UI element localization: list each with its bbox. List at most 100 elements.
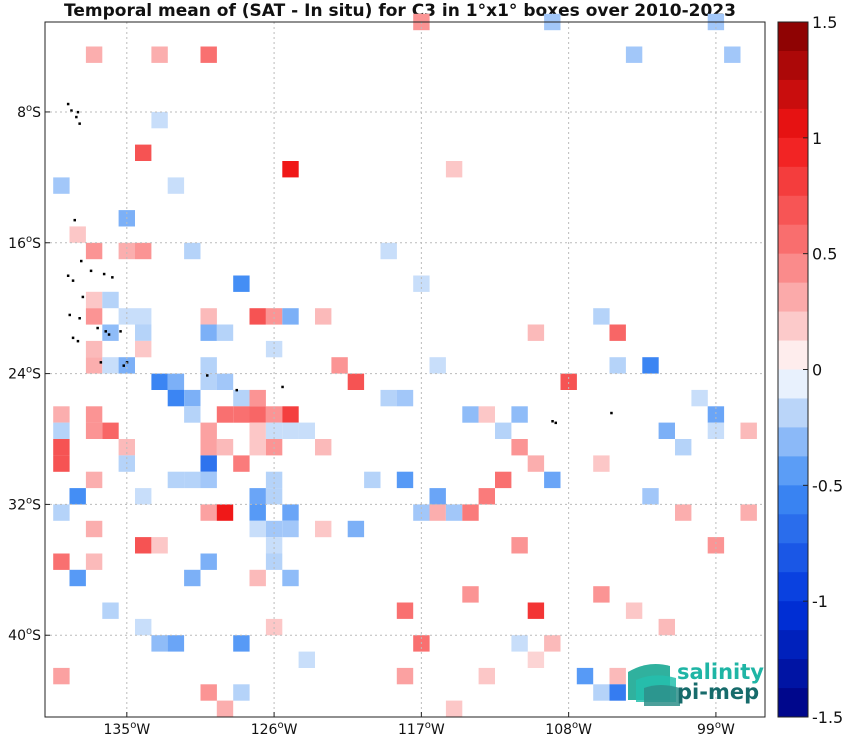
colorbar-segment	[778, 427, 808, 457]
heatmap-cell	[184, 389, 201, 407]
colorbar-tick-label: 1.5	[812, 13, 837, 32]
heatmap-cell	[135, 340, 152, 358]
colorbar-tick-label: -1	[812, 592, 828, 611]
island-mark	[78, 317, 81, 320]
heatmap-cell	[396, 471, 414, 489]
heatmap-cell	[609, 684, 626, 701]
heatmap-cell	[200, 422, 217, 439]
heatmap-cell	[118, 357, 135, 374]
heatmap-cell	[85, 406, 103, 423]
colorbar-segment	[778, 572, 808, 602]
island-mark	[107, 333, 111, 336]
heatmap-cell	[707, 537, 725, 554]
colorbar-tick-label: 0.5	[812, 245, 837, 264]
island-mark	[119, 330, 122, 333]
heatmap-cell	[429, 504, 446, 521]
heatmap-cell	[233, 389, 250, 407]
y-tick-label: 24oS	[8, 365, 41, 383]
heatmap-cell	[495, 471, 512, 489]
heatmap-cell	[135, 488, 152, 505]
heatmap-cell	[135, 537, 152, 554]
heatmap-cell	[216, 373, 234, 390]
heatmap-cell	[445, 504, 463, 521]
heatmap-cell	[135, 618, 152, 636]
heatmap-cell	[609, 357, 626, 374]
heatmap-cell	[233, 635, 250, 652]
heatmap-cell	[200, 439, 217, 456]
heatmap-cell	[445, 161, 463, 178]
heatmap-cell	[380, 389, 397, 407]
heatmap-cell	[658, 618, 675, 636]
heatmap-cell	[740, 422, 757, 439]
colorbar-tick-label: 1	[812, 129, 822, 148]
heatmap-cell	[675, 439, 692, 456]
heatmap-cell	[609, 324, 626, 341]
heatmap-cell	[511, 439, 528, 456]
heatmap-cell	[478, 406, 495, 423]
island-mark	[96, 326, 99, 330]
heatmap-cell	[265, 406, 283, 423]
heatmap-cell	[445, 700, 463, 717]
heatmap-cell	[691, 389, 708, 407]
colorbar-segment	[778, 195, 808, 226]
heatmap-cell	[249, 569, 266, 587]
colorbar: 1.5 1 0.5 0 -0.5 -1 -1.5	[777, 13, 843, 727]
island-mark	[66, 102, 70, 106]
heatmap-cell	[249, 520, 266, 538]
heatmap-cell	[85, 291, 103, 309]
colorbar-segment	[778, 485, 808, 515]
heatmap-cell	[658, 422, 675, 439]
heatmap-cell	[265, 553, 283, 570]
heatmap-cell	[184, 569, 201, 587]
heatmap-cell	[69, 569, 86, 587]
heatmap-cell	[85, 308, 103, 325]
heatmap-cell	[102, 291, 119, 309]
island-mark	[99, 361, 103, 364]
heatmap-cell	[396, 389, 414, 407]
heatmap-cell	[216, 324, 234, 341]
logo-wave-icon	[628, 664, 680, 706]
heatmap-cell	[53, 455, 70, 472]
island-mark	[66, 274, 70, 277]
heatmap-cell	[167, 373, 185, 390]
heatmap-cell	[135, 308, 152, 325]
colorbar-segment	[778, 398, 808, 428]
heatmap-cell	[233, 684, 250, 701]
heatmap-cell	[298, 422, 315, 439]
island-mark	[68, 313, 71, 317]
colorbar-segment	[778, 50, 808, 81]
heatmap-cell	[265, 340, 283, 358]
heatmap-cell	[315, 520, 332, 538]
heatmap-cell	[200, 471, 217, 489]
heatmap-cell	[249, 504, 266, 521]
heatmap-cell	[53, 422, 70, 439]
island-mark	[76, 110, 80, 114]
heatmap-cell	[429, 488, 446, 505]
heatmap-cell	[249, 439, 266, 456]
heatmap-cell	[478, 488, 495, 505]
heatmap-cell	[167, 471, 185, 489]
heatmap-cell	[265, 537, 283, 554]
x-tick-label: 99oW	[697, 720, 735, 738]
land-layer	[66, 102, 613, 425]
heatmap-cell	[135, 324, 152, 341]
heatmap-cell	[53, 553, 70, 570]
heatmap-cell	[249, 308, 266, 325]
island-mark	[610, 411, 613, 415]
heatmap-cell	[315, 439, 332, 456]
island-mark	[104, 330, 107, 333]
heatmap-cell	[282, 308, 299, 325]
island-mark	[81, 295, 85, 299]
island-mark	[75, 115, 78, 119]
chart-title: Temporal mean of (SAT - In situ) for C3 …	[64, 1, 736, 21]
x-tick-label: 135oW	[103, 720, 150, 738]
logo-line2: pi-mep	[677, 680, 759, 704]
island-mark	[235, 388, 238, 392]
heatmap-cell	[69, 226, 86, 243]
heatmap-cell	[265, 471, 283, 489]
heatmap-cell	[347, 373, 365, 390]
heatmap-cell	[724, 46, 741, 63]
heatmap-cell	[85, 46, 103, 63]
heatmap-cell	[265, 422, 283, 439]
